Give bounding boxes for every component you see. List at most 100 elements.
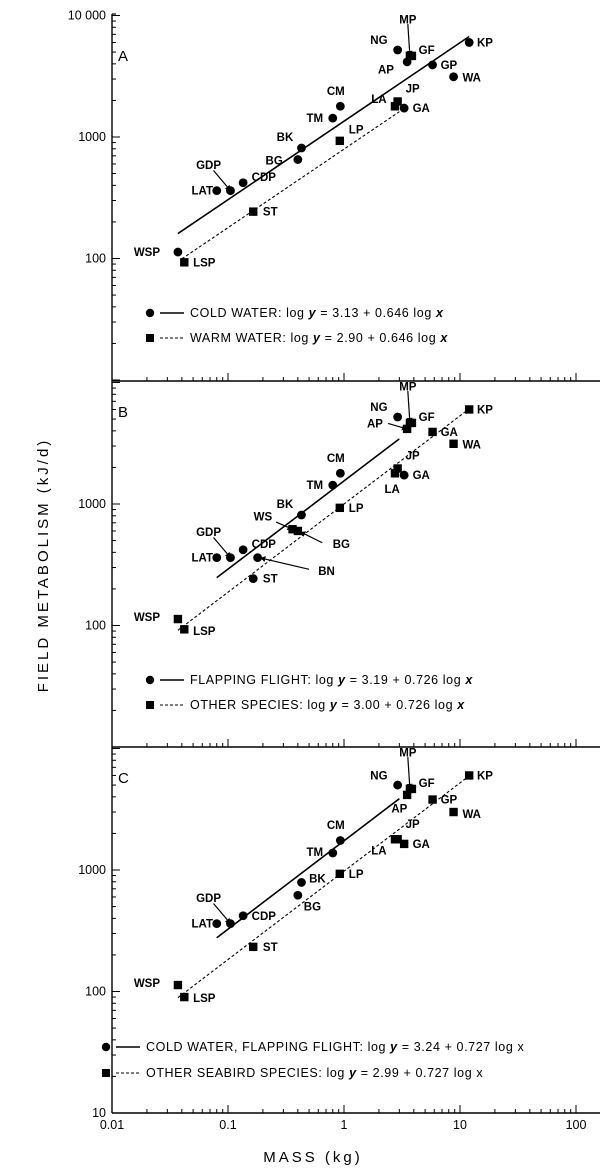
annotation-label-gdp: GDP xyxy=(196,160,221,172)
point-gf xyxy=(407,51,417,61)
x-tick-label: 100 xyxy=(566,1118,587,1132)
legend-text-part: = 2.90 + 0.646 log xyxy=(321,331,441,345)
fit-line-secondary xyxy=(177,408,470,631)
point-label-ga: GA xyxy=(413,839,430,851)
point-label-wsp: WSP xyxy=(134,247,161,259)
point-ng xyxy=(393,45,403,55)
annotation-label-ap: AP xyxy=(367,418,383,430)
legend-text-part: OTHER SEABIRD SPECIES: log xyxy=(146,1066,349,1080)
point-bn xyxy=(253,553,263,563)
panel-letter: B xyxy=(118,404,128,421)
point-label-gf: GF xyxy=(419,412,435,424)
annotation-label-mp: MP xyxy=(399,747,417,759)
point-label-tm: TM xyxy=(306,480,323,492)
point-label-gp: GP xyxy=(441,795,458,807)
point-label-ap: AP xyxy=(391,804,407,816)
point-bg xyxy=(293,155,303,164)
panel-letter: A xyxy=(118,48,128,65)
x-axis-title: MASS (kg) xyxy=(263,1149,363,1166)
legend-text-part: = 3.24 + 0.727 log x xyxy=(398,1040,525,1054)
point-wsp xyxy=(173,980,183,990)
point-lsp xyxy=(180,992,189,1002)
point-label-st: ST xyxy=(263,207,278,219)
point-bk xyxy=(297,510,306,520)
point-label-bk: BK xyxy=(277,499,294,511)
point-bg xyxy=(293,890,303,900)
legend-text-part: y xyxy=(329,698,338,712)
annotation-label-mp: MP xyxy=(399,14,417,26)
point-wsp xyxy=(173,247,183,257)
point-cm xyxy=(335,468,345,478)
point-gf xyxy=(407,784,417,794)
point-cdp xyxy=(238,545,248,555)
point-wa xyxy=(449,439,458,448)
point-label-st: ST xyxy=(263,942,278,954)
legend-text: OTHER SEABIRD SPECIES: log y = 2.99 + 0.… xyxy=(146,1066,483,1080)
annotation-arrowhead xyxy=(224,917,231,924)
annotation-label-gdp: GDP xyxy=(196,527,221,539)
fit-line-primary xyxy=(216,438,400,579)
point-lat xyxy=(212,553,222,563)
point-label-bk: BK xyxy=(309,874,326,886)
y-tick-label: 1000 xyxy=(78,497,106,511)
annotation-arrow xyxy=(407,24,411,51)
point-label-jp: JP xyxy=(406,819,420,831)
legend-text-part: COLD WATER, FLAPPING FLIGHT: log xyxy=(146,1040,390,1054)
y-tick-label: 100 xyxy=(85,985,106,999)
point-la xyxy=(390,469,400,478)
legend-text-part: x xyxy=(456,698,465,712)
point-st xyxy=(249,207,258,216)
annotation-arrow xyxy=(265,558,310,570)
point-label-la: LA xyxy=(371,845,386,857)
annotation-label-bn: BN xyxy=(318,566,335,578)
legend-marker-square xyxy=(146,701,154,709)
point-lsp xyxy=(180,258,189,267)
legend-text-part: x xyxy=(464,673,473,687)
fit-line-secondary xyxy=(177,775,470,999)
point-label-bk: BK xyxy=(277,132,294,144)
annotation-arrow xyxy=(407,391,411,418)
annotation-arrowhead xyxy=(406,50,413,56)
panel-C: 10 100 1000 0.01 0.1 1 10 100 C NG GF AP KP GP WA JP LA G… xyxy=(78,747,600,1132)
legend-text-part: = 3.19 + 0.726 log xyxy=(346,673,466,687)
legend-text-part: COLD WATER: log xyxy=(190,306,309,320)
point-jp xyxy=(393,464,402,473)
point-label-kp: KP xyxy=(477,770,493,782)
point-cdp xyxy=(238,911,248,921)
point-label-kp: KP xyxy=(477,404,493,416)
point-ga xyxy=(399,470,409,480)
annotation-arrowhead xyxy=(224,551,231,558)
legend-marker-circle xyxy=(145,675,155,685)
y-tick-label: 10 000 xyxy=(68,9,106,23)
annotation-arrow xyxy=(407,757,411,784)
point-bg xyxy=(293,526,303,536)
point-label-lsp: LSP xyxy=(193,626,216,638)
annotation-arrow xyxy=(213,537,228,555)
point-label-ng: NG xyxy=(370,402,387,414)
point-label-jp: JP xyxy=(406,84,420,96)
legend-text-part: x xyxy=(439,331,448,345)
point-label-la: LA xyxy=(384,484,399,496)
annotation-arrowhead xyxy=(300,531,307,537)
legend-text-part: x xyxy=(435,306,444,320)
point-gp xyxy=(428,60,437,70)
annotation-arrowhead xyxy=(406,417,413,423)
legend-marker-circle xyxy=(101,1042,111,1052)
point-st xyxy=(249,942,258,952)
point-la xyxy=(390,102,400,111)
annotation-arrow xyxy=(213,903,228,921)
point-label-kp: KP xyxy=(477,37,493,49)
point-label-wa: WA xyxy=(462,72,481,84)
legend-text-part: WARM WATER: log xyxy=(190,331,313,345)
point-jp xyxy=(393,835,402,844)
point-label-lat: LAT xyxy=(192,186,214,198)
point-label-wa: WA xyxy=(462,439,481,451)
point-label-gf: GF xyxy=(419,45,435,57)
point-label-cm: CM xyxy=(327,86,345,98)
panel-letter: C xyxy=(118,770,129,787)
point-label-bg: BG xyxy=(266,156,283,168)
legend-text: OTHER SPECIES: log y = 3.00 + 0.726 log … xyxy=(190,698,465,712)
legend-marker-square xyxy=(102,1069,110,1077)
annotation-arrowhead xyxy=(406,783,413,789)
